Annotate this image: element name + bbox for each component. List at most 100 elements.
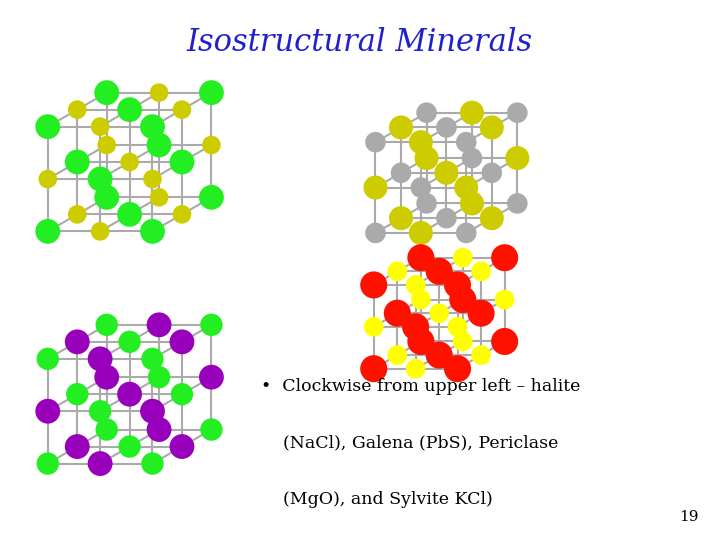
Point xyxy=(499,295,510,304)
Point xyxy=(466,109,477,117)
Point xyxy=(441,168,452,177)
Point xyxy=(153,89,165,97)
Point xyxy=(176,390,188,399)
Point xyxy=(415,138,427,146)
Text: 19: 19 xyxy=(679,510,698,524)
Point xyxy=(461,183,472,192)
Point xyxy=(42,227,53,235)
Point xyxy=(461,138,472,146)
Point xyxy=(153,193,165,201)
Point xyxy=(206,140,217,149)
Point xyxy=(395,168,407,177)
Point xyxy=(441,214,452,222)
Point xyxy=(206,321,217,329)
Point xyxy=(147,123,158,131)
Point xyxy=(451,322,463,331)
Point xyxy=(176,442,188,451)
Point xyxy=(42,175,53,184)
Point xyxy=(42,407,53,416)
Point xyxy=(499,253,510,262)
Point xyxy=(368,322,379,331)
Point xyxy=(395,214,407,222)
Point xyxy=(415,228,427,237)
Point xyxy=(71,158,83,166)
Point xyxy=(461,228,472,237)
Point xyxy=(147,459,158,468)
Point xyxy=(368,364,379,373)
Point xyxy=(420,199,432,208)
Point xyxy=(451,364,463,373)
Point xyxy=(94,123,106,131)
Point xyxy=(420,154,432,163)
Point xyxy=(486,168,498,177)
Point xyxy=(153,140,165,149)
Point xyxy=(475,267,487,275)
Point xyxy=(370,183,382,192)
Point xyxy=(511,154,523,163)
Point xyxy=(206,373,217,381)
Point xyxy=(94,227,106,235)
Point xyxy=(433,309,445,318)
Point xyxy=(433,267,445,275)
Point xyxy=(457,295,469,304)
Point xyxy=(466,199,477,208)
Point xyxy=(511,199,523,208)
Point xyxy=(486,123,498,132)
Point xyxy=(101,140,112,149)
Point xyxy=(370,138,382,146)
Point xyxy=(42,459,53,468)
Point xyxy=(71,105,83,114)
Point xyxy=(42,123,53,131)
Point xyxy=(451,281,463,289)
Point xyxy=(101,89,112,97)
Point xyxy=(94,355,106,363)
Point xyxy=(206,193,217,201)
Point xyxy=(457,337,469,346)
Text: (NaCl), Galena (PbS), Periclase: (NaCl), Galena (PbS), Periclase xyxy=(261,435,558,451)
Point xyxy=(415,337,427,346)
Point xyxy=(71,390,83,399)
Point xyxy=(206,425,217,434)
Point xyxy=(176,210,188,219)
Point xyxy=(124,338,135,346)
Point xyxy=(153,373,165,381)
Point xyxy=(395,123,407,132)
Point xyxy=(124,442,135,451)
Point xyxy=(457,253,469,262)
Point xyxy=(101,321,112,329)
Point xyxy=(153,425,165,434)
Point xyxy=(499,337,510,346)
Point xyxy=(410,281,421,289)
Point xyxy=(415,183,427,192)
Point xyxy=(94,175,106,184)
Point xyxy=(392,309,403,318)
Point xyxy=(71,210,83,219)
Point xyxy=(433,351,445,360)
Point xyxy=(475,351,487,360)
Point xyxy=(370,228,382,237)
Point xyxy=(410,322,421,331)
Point xyxy=(42,355,53,363)
Point xyxy=(71,442,83,451)
Point xyxy=(420,109,432,117)
Point xyxy=(486,214,498,222)
Point xyxy=(410,364,421,373)
Point xyxy=(415,253,427,262)
Text: Isostructural Minerals: Isostructural Minerals xyxy=(187,27,533,58)
Point xyxy=(147,175,158,184)
Point xyxy=(94,459,106,468)
Point xyxy=(176,158,188,166)
Point xyxy=(441,123,452,132)
Point xyxy=(124,210,135,219)
Point xyxy=(147,227,158,235)
Point xyxy=(176,338,188,346)
Text: (MgO), and Sylvite KCl): (MgO), and Sylvite KCl) xyxy=(261,491,492,508)
Point xyxy=(124,390,135,399)
Point xyxy=(392,267,403,275)
Point xyxy=(176,105,188,114)
Point xyxy=(206,89,217,97)
Point xyxy=(511,109,523,117)
Point xyxy=(368,281,379,289)
Point xyxy=(71,338,83,346)
Point xyxy=(101,193,112,201)
